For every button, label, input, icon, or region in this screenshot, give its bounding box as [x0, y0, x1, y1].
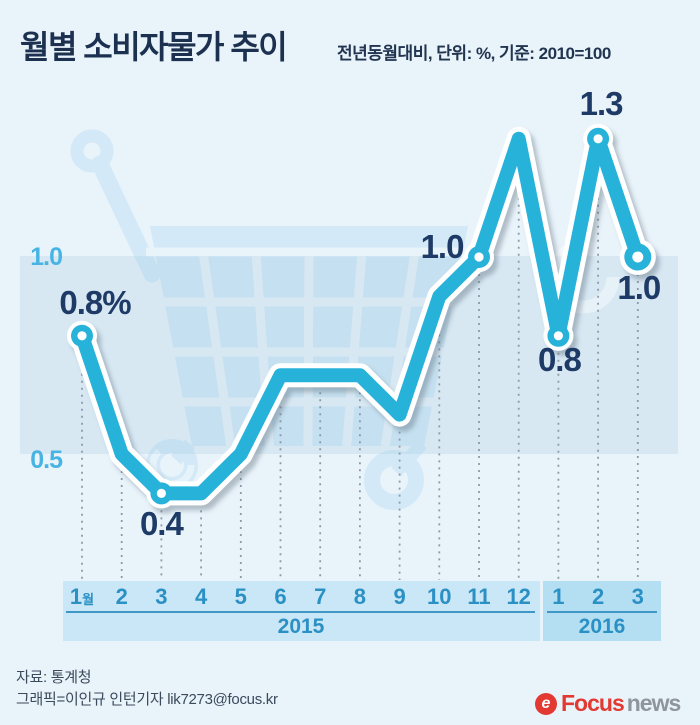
y-axis-label-0.5: 0.5 [30, 446, 63, 474]
x-axis-month-label: 3 [155, 584, 168, 609]
x-axis-month-label: 6 [274, 584, 287, 609]
x-axis-month-label: 2 [591, 584, 605, 609]
cart-handle-bar [91, 155, 161, 283]
source-text: 자료: 통계청 [16, 669, 92, 686]
x-axis-month-label: 3 [631, 584, 644, 609]
focus-news-logo: e Focus news [535, 690, 682, 717]
credit-text: 그래픽=이인규 인턴기자 lik7273@focus.kr [16, 691, 278, 708]
x-axis-month-label: 2 [115, 584, 128, 609]
cpi-line-series [75, 131, 645, 501]
x-axis-month-label: 7 [314, 584, 327, 609]
data-label: 1.0 [617, 269, 661, 306]
focus-logo-icon: e [535, 692, 557, 715]
x-axis-month-label: 1월 [69, 584, 95, 609]
x-axis-month-label: 1 [552, 584, 565, 609]
x-axis-month-label: 9 [393, 584, 406, 609]
data-label: 0.4 [139, 505, 184, 543]
x-axis-month-label: 4 [194, 584, 208, 609]
x-axis-month-label: 10 [427, 584, 452, 609]
x-axis-month-label: 12 [506, 584, 531, 609]
page-subtitle: 전년동월대비, 단위: %, 기준: 2010=100 [337, 44, 611, 63]
year-label-2015: 2015 [277, 615, 325, 638]
x-axis-underline-2015 [66, 611, 535, 613]
logo-suffix-text: news [626, 690, 682, 716]
year-label-2016: 2016 [578, 615, 626, 638]
x-axis-underline-2016 [547, 611, 657, 613]
logo-brand-text: Focus [561, 690, 625, 716]
x-axis-month-label: 5 [234, 584, 247, 609]
x-axis-month-label: 11 [467, 584, 491, 609]
x-axis-month-label: 8 [353, 584, 367, 609]
data-label: 0.8% [59, 283, 131, 321]
page-title: 월별 소비자물가 추이 [20, 29, 288, 65]
data-label: 1.3 [579, 84, 624, 122]
data-label: 1.0 [420, 228, 465, 265]
data-label: 0.8 [537, 340, 582, 378]
cart-wheel-right [364, 450, 424, 510]
y-axis-label-1.0: 1.0 [30, 243, 63, 271]
